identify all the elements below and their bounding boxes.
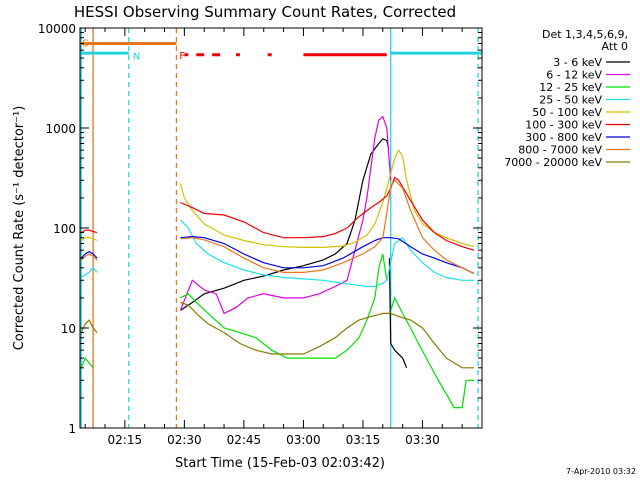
x-axis-label: Start Time (15-Feb-03 02:03:42) — [175, 456, 385, 471]
series-line — [80, 237, 98, 242]
series-line — [180, 253, 388, 359]
series-line — [80, 229, 98, 234]
series-line — [180, 301, 475, 369]
series-line — [180, 179, 475, 275]
y-axis: 1 10 100 1000 10000 — [38, 22, 482, 436]
x-tick-label: 03:00 — [286, 433, 321, 447]
series-line — [80, 319, 98, 333]
legend-title: Det 1,3,4,5,6,9, — [542, 28, 628, 41]
series-line — [390, 296, 475, 409]
series-line — [180, 138, 390, 311]
series-line — [179, 115, 392, 315]
x-axis: 02:15 02:30 02:45 03:00 03:15 03:30 — [84, 28, 483, 447]
y-tick-label: 100 — [53, 222, 76, 236]
x-tick-label: 02:15 — [108, 433, 143, 447]
legend-entry: 50 - 100 keV — [532, 106, 602, 119]
series-line — [180, 235, 475, 275]
series-line — [179, 219, 475, 288]
legend-entry: 800 - 7000 keV — [518, 144, 602, 157]
legend-entry: 25 - 50 keV — [539, 94, 602, 107]
x-tick-label: 03:15 — [346, 433, 381, 447]
plot-clip-group: S N F — [80, 28, 482, 428]
series-line — [80, 266, 98, 279]
legend-title: Att 0 — [602, 40, 628, 53]
y-tick-label: 10 — [61, 322, 76, 336]
y-tick-label: 10000 — [38, 22, 76, 36]
series-line — [80, 251, 98, 259]
saa-flag-label: S — [82, 38, 88, 49]
night-flag-label: N — [133, 51, 140, 62]
legend-entry: 300 - 800 keV — [525, 131, 602, 144]
legend-entry: 6 - 12 keV — [546, 69, 602, 82]
x-tick-label: 02:45 — [227, 433, 262, 447]
x-tick-label: 03:30 — [405, 433, 440, 447]
x-tick-label: 02:30 — [167, 433, 202, 447]
legend-entry: 100 - 300 keV — [525, 119, 602, 132]
series-line — [180, 176, 475, 251]
y-axis-label: Corrected Count Rate (s⁻¹ detector⁻¹) — [12, 106, 27, 351]
legend-entry: 12 - 25 keV — [539, 81, 602, 94]
timestamp-annotation: 7-Apr-2010 03:32 — [566, 467, 636, 476]
series-line — [388, 258, 408, 369]
flare-flag-label: F — [179, 51, 185, 62]
series-line — [179, 148, 475, 248]
chart-title: HESSI Observing Summary Count Rates, Cor… — [74, 3, 456, 21]
series-line — [80, 356, 94, 369]
legend-entry: 3 - 6 keV — [553, 56, 602, 69]
y-tick-label: 1000 — [45, 122, 76, 136]
series-line — [80, 253, 98, 261]
y-tick-label: 1 — [68, 422, 76, 436]
legend-entry: 7000 - 20000 keV — [504, 156, 602, 169]
